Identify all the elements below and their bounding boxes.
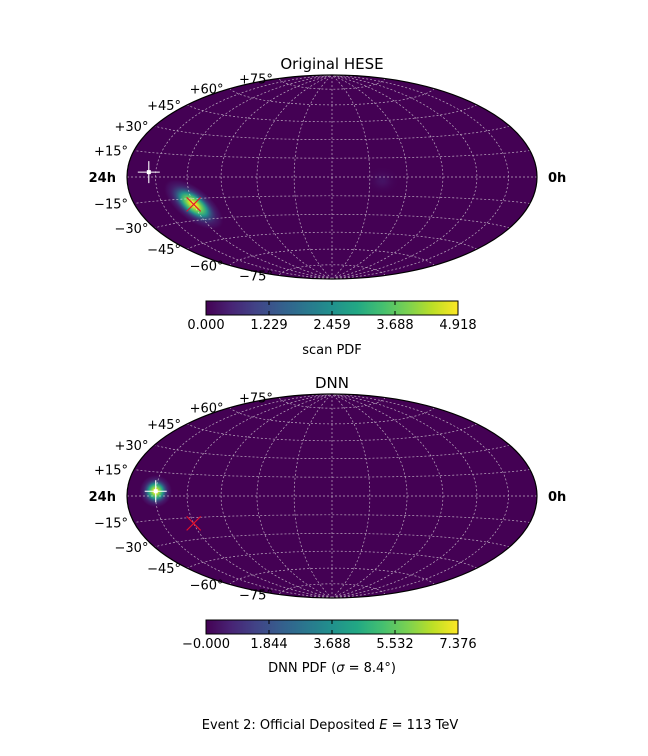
meridian-line xyxy=(293,394,333,598)
ra-label-right: 0h xyxy=(548,490,566,505)
dec-tick-label: −45° xyxy=(147,562,181,577)
parallel-line xyxy=(154,213,510,229)
colorbar-tick-label: −0.000 xyxy=(182,637,230,652)
true-direction-marker xyxy=(186,196,202,212)
meridian-line xyxy=(256,394,333,598)
dec-tick-label: +30° xyxy=(115,439,149,454)
sky-map: +75° +60° +45° +30° +15° −15° −30° −45° −60° −75°… xyxy=(89,391,567,603)
sky-map: +75° +60° +45° +30° +15° −15° −30° −45° −60° −75°… xyxy=(89,72,567,284)
dec-tick-label: −30° xyxy=(115,541,149,556)
true-direction-marker xyxy=(186,515,202,531)
parallel-line xyxy=(229,407,435,425)
reconstructed-marker xyxy=(137,161,160,184)
colorbar-tick-label: 1.229 xyxy=(250,318,287,333)
panel-dnn: DNN +75° +60° +45° +30° +15° −15° −30° −45° −60°… xyxy=(89,374,567,676)
colorbar-tick-label: 5.532 xyxy=(376,637,413,652)
parallel-line xyxy=(133,469,531,478)
colorbar-tick-label: 3.688 xyxy=(313,637,350,652)
figure-caption: Event 2: Official Deposited E = 113 TeV xyxy=(202,718,459,733)
dec-tick-label: +15° xyxy=(94,145,128,160)
meridian-line xyxy=(331,394,408,598)
parallel-line xyxy=(154,444,510,460)
meridian-line xyxy=(331,75,408,279)
colorbar-tick-label: 0.000 xyxy=(187,318,224,333)
meridian-line xyxy=(331,394,371,598)
dec-tick-label: +75° xyxy=(239,391,273,406)
parallel-line xyxy=(229,88,435,106)
dec-tick-label: +45° xyxy=(147,99,181,114)
meridian-line xyxy=(220,75,333,279)
dec-tick-label: +75° xyxy=(239,72,273,87)
dec-tick-label: −60° xyxy=(190,259,224,274)
ra-label-left: 24h xyxy=(89,490,116,505)
colorbar-tick-label: 7.376 xyxy=(439,637,476,652)
panel-title: Original HESE xyxy=(280,55,383,73)
parallel-line xyxy=(133,150,531,159)
pdf-hotspot xyxy=(365,167,399,195)
colorbar: 0.000 1.229 2.459 3.688 4.918 xyxy=(187,300,477,333)
ra-label-left: 24h xyxy=(89,171,116,186)
dec-tick-label: −15° xyxy=(94,197,128,212)
graticule xyxy=(127,75,537,279)
colorbar-tick-label: 2.459 xyxy=(313,318,350,333)
parallel-line xyxy=(133,195,531,204)
meridian-line xyxy=(220,394,333,598)
meridian-line xyxy=(293,75,333,279)
panel-title: DNN xyxy=(315,374,349,392)
parallel-line xyxy=(133,514,531,523)
dec-tick-label: −45° xyxy=(147,243,181,258)
meridian-line xyxy=(331,75,371,279)
colorbar-label: scan PDF xyxy=(302,343,362,358)
dec-tick-label: −75° xyxy=(239,589,273,604)
dec-tick-label: −15° xyxy=(94,516,128,531)
panel-original-hese: Original HESE +75° +60° +45° +30° +15° −15° −3… xyxy=(89,55,567,358)
colorbar-tick-label: 1.844 xyxy=(250,637,287,652)
colorbar-label: DNN PDF (σ = 8.4°) xyxy=(268,661,396,676)
dec-tick-label: −30° xyxy=(115,222,149,237)
dec-tick-label: −60° xyxy=(190,578,224,593)
dec-tick-label: +45° xyxy=(147,418,181,433)
meridian-line xyxy=(331,394,444,598)
parallel-line xyxy=(229,567,435,585)
meridian-line xyxy=(331,75,444,279)
ra-label-right: 0h xyxy=(548,171,566,186)
colorbar-tick-label: 4.918 xyxy=(439,318,476,333)
dec-tick-label: +60° xyxy=(190,83,224,98)
dec-tick-label: +30° xyxy=(115,120,149,135)
map-border xyxy=(126,74,538,280)
colorbar-tick-label: 3.688 xyxy=(376,318,413,333)
dec-tick-label: −75° xyxy=(239,270,273,285)
meridian-line xyxy=(256,75,333,279)
map-border xyxy=(126,393,538,599)
reconstructed-marker xyxy=(144,480,167,503)
parallel-line xyxy=(154,125,510,141)
colorbar: −0.000 1.844 3.688 5.532 7.376 xyxy=(182,619,477,652)
dec-tick-label: +15° xyxy=(94,464,128,479)
dec-tick-label: +60° xyxy=(190,402,224,417)
parallel-line xyxy=(154,532,510,548)
parallel-line xyxy=(229,248,435,266)
